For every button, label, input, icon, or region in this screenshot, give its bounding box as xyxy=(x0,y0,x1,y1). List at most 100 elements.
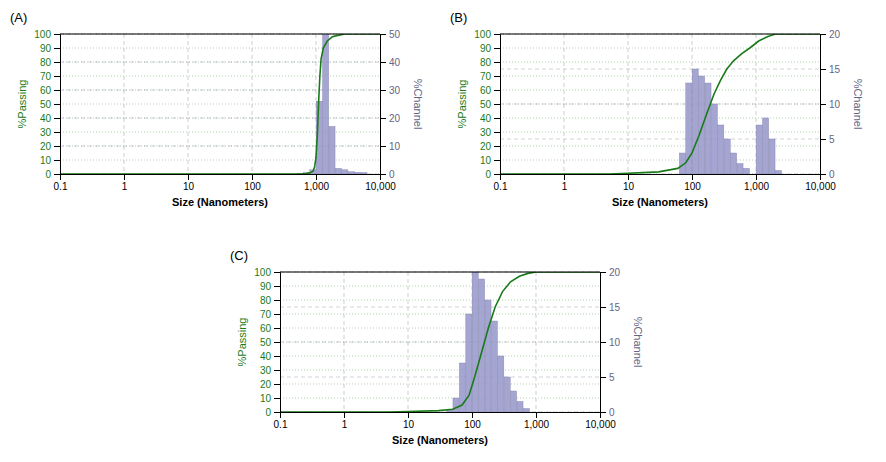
bar xyxy=(692,69,698,174)
tick-mark xyxy=(600,272,606,273)
x-axis-title: Size (Nanometers) xyxy=(612,196,708,208)
tick: 1 xyxy=(342,412,348,430)
tick-mark xyxy=(124,174,125,180)
tick-mark xyxy=(820,69,826,70)
y2-axis-title: %Channel xyxy=(412,79,424,130)
tick-mark xyxy=(564,174,565,180)
bar xyxy=(329,126,335,174)
frame xyxy=(280,272,600,273)
bar xyxy=(523,409,529,413)
grid-line xyxy=(280,314,600,315)
tick-mark xyxy=(494,48,500,49)
tick-mark xyxy=(344,412,345,418)
grid-line xyxy=(500,48,820,49)
tick: 50 xyxy=(480,99,500,110)
bar xyxy=(453,398,459,412)
tick-label: 60 xyxy=(260,323,272,334)
tick-mark xyxy=(408,412,409,418)
tick-mark xyxy=(692,174,693,180)
y2-axis-title: %Channel xyxy=(632,317,644,368)
tick-mark xyxy=(820,34,826,35)
tick-label: 1 xyxy=(122,181,128,192)
y-axis: 0102030405060708090100 xyxy=(254,267,280,418)
tick: 90 xyxy=(40,43,60,54)
tick: 100 xyxy=(254,267,280,278)
panel-title: (C) xyxy=(230,248,248,263)
tick-mark xyxy=(380,146,386,147)
tick: 10 xyxy=(40,155,60,166)
tick-label: 1,000 xyxy=(304,181,329,192)
tick-mark xyxy=(600,307,606,308)
grid-line xyxy=(60,62,380,63)
x-axis: 0.11101001,00010,000 xyxy=(274,412,617,430)
bar xyxy=(775,171,781,175)
tick-mark xyxy=(494,146,500,147)
x-axis-title: Size (Nanometers) xyxy=(172,196,268,208)
grid-line xyxy=(500,118,820,119)
panel: 0.11101001,00010,00001020304050607080901… xyxy=(450,10,864,208)
tick-label: 0 xyxy=(829,169,835,180)
tick: 5 xyxy=(600,372,615,383)
tick-label: 50 xyxy=(260,337,272,348)
tick-label: 0 xyxy=(485,169,491,180)
tick-mark xyxy=(54,174,60,175)
tick-label: 90 xyxy=(480,43,492,54)
tick-mark xyxy=(54,132,60,133)
tick: 20 xyxy=(600,267,621,278)
grid-line xyxy=(500,132,820,133)
tick: 100 xyxy=(684,174,701,192)
tick-mark xyxy=(274,370,280,371)
tick-mark xyxy=(274,342,280,343)
grid xyxy=(60,34,380,174)
tick-label: 70 xyxy=(40,71,52,82)
bar-series xyxy=(447,272,530,412)
tick-mark xyxy=(54,62,60,63)
bar-series xyxy=(679,69,781,174)
grid-line xyxy=(280,377,600,378)
tick-mark xyxy=(274,412,280,413)
grid-line xyxy=(280,342,600,343)
bar xyxy=(355,172,361,174)
tick: 0 xyxy=(380,169,395,180)
grid-line xyxy=(280,384,600,385)
tick-label: 0.1 xyxy=(494,181,508,192)
tick-label: 10 xyxy=(260,393,272,404)
tick: 60 xyxy=(480,85,500,96)
tick: 30 xyxy=(40,127,60,138)
tick: 80 xyxy=(40,57,60,68)
tick-label: 90 xyxy=(260,281,272,292)
tick: 20 xyxy=(40,141,60,152)
grid-line xyxy=(60,104,380,105)
tick-label: 20 xyxy=(829,29,841,40)
tick-label: 70 xyxy=(260,309,272,320)
tick-mark xyxy=(494,160,500,161)
tick-label: 100 xyxy=(464,419,481,430)
bar-series xyxy=(297,34,367,174)
tick: 70 xyxy=(260,309,280,320)
tick-label: 1 xyxy=(342,419,348,430)
tick-mark xyxy=(274,356,280,357)
bar xyxy=(711,104,717,174)
bar xyxy=(472,272,478,412)
tick-mark xyxy=(54,118,60,119)
tick-mark xyxy=(54,34,60,35)
tick-mark xyxy=(494,104,500,105)
tick: 20 xyxy=(820,29,841,40)
grid-line xyxy=(60,118,380,119)
tick-label: 10,000 xyxy=(585,419,616,430)
tick-label: 0 xyxy=(265,407,271,418)
tick-label: 1 xyxy=(562,181,568,192)
grid-line xyxy=(60,118,380,119)
grid-line xyxy=(252,34,253,174)
grid-line xyxy=(60,48,380,49)
grid-line xyxy=(124,34,125,174)
grid-line xyxy=(280,328,600,329)
tick-label: 0 xyxy=(389,169,395,180)
axis-line xyxy=(281,413,601,419)
tick: 30 xyxy=(380,85,401,96)
grid-line xyxy=(536,272,537,412)
tick-label: 80 xyxy=(260,295,272,306)
grid xyxy=(500,34,820,174)
tick-label: 40 xyxy=(389,57,401,68)
tick-mark xyxy=(600,377,606,378)
